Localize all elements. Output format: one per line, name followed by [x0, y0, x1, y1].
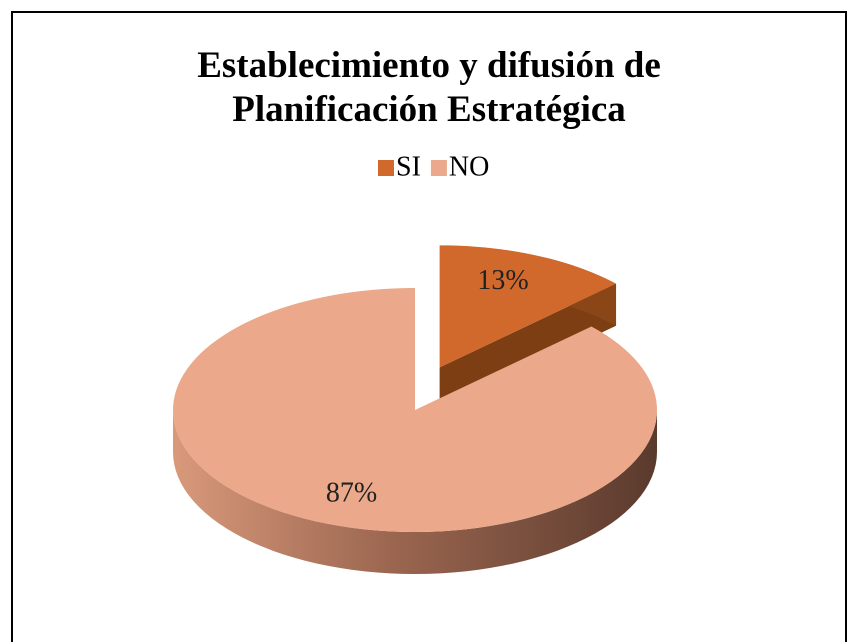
slice-side [173, 410, 657, 574]
legend-swatch [430, 160, 447, 176]
legend-swatch [378, 160, 394, 176]
chart-title-box: Establecimiento y difusión de Planificac… [0, 44, 858, 132]
slice [439, 245, 617, 368]
chart-title: Establecimiento y difusión de Planificac… [197, 45, 661, 130]
legend-label: SI [396, 151, 421, 182]
data-label: 87% [326, 477, 377, 508]
chart-border [11, 11, 847, 642]
legend-label: NO [449, 151, 489, 182]
slice [173, 288, 657, 532]
data-label: 13% [477, 265, 528, 296]
